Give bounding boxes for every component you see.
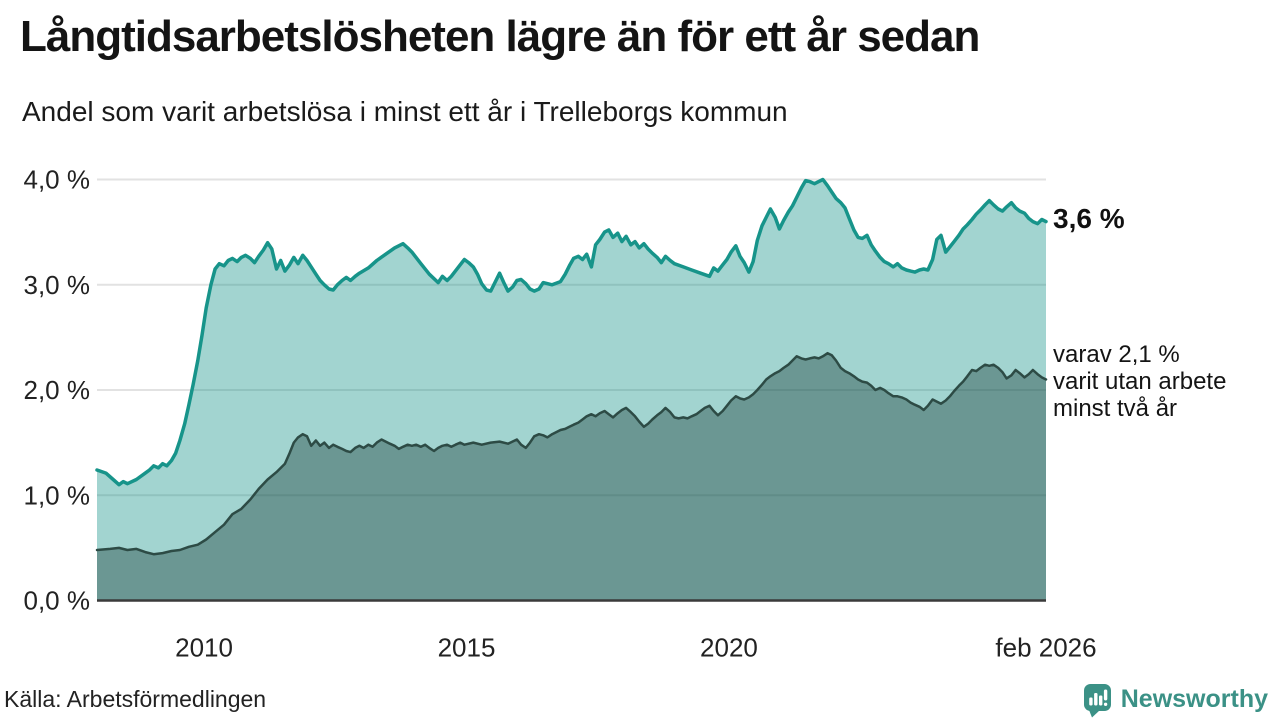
unemployed-one-year-area <box>97 179 1046 601</box>
chart-subtitle: Andel som varit arbetslösa i minst ett å… <box>22 96 788 127</box>
newsworthy-wordmark: Newsworthy <box>1120 685 1268 713</box>
x-tick-label: 2020 <box>700 633 758 663</box>
newsworthy-logo-icon <box>1083 684 1111 718</box>
x-tick-label: feb 2026 <box>995 633 1096 663</box>
page-title: Långtidsarbetslösheten lägre än för ett … <box>20 12 980 61</box>
y-tick-label: 4,0 % <box>24 165 91 195</box>
x-tick-label: 2015 <box>438 633 496 663</box>
unemployed-two-years-line <box>95 351 1048 556</box>
y-tick-label: 0,0 % <box>24 586 91 616</box>
newsworthy-logo: Newsworthy <box>1083 683 1268 719</box>
y-tick-label: 2,0 % <box>24 375 91 405</box>
unemployed-two-years-area <box>97 353 1046 601</box>
y-tick-label: 3,0 % <box>24 270 91 300</box>
two-year-annotation: varav 2,1 % varit utan arbete minst två … <box>1053 341 1227 422</box>
latest-value-label: 3,6 % <box>1053 203 1125 234</box>
source-caption: Källa: Arbetsförmedlingen <box>4 686 267 712</box>
y-tick-label: 1,0 % <box>24 480 91 510</box>
unemployed-one-year-line <box>95 177 1048 487</box>
x-tick-label: 2010 <box>175 633 233 663</box>
